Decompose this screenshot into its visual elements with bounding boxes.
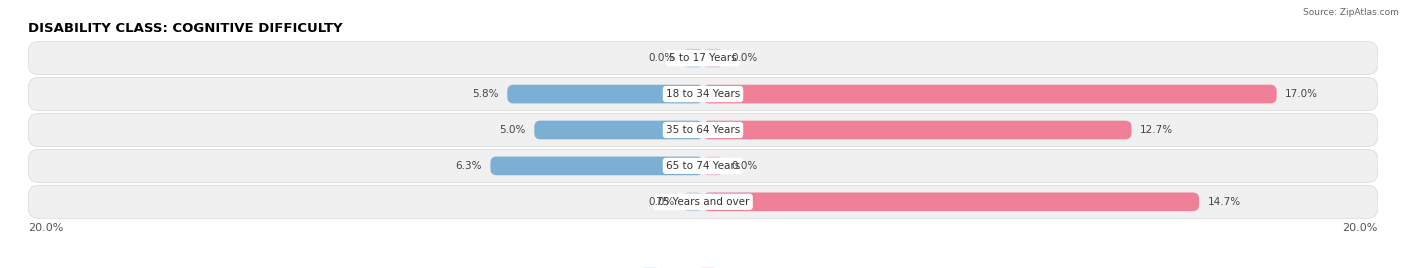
FancyBboxPatch shape — [703, 49, 723, 68]
FancyBboxPatch shape — [703, 121, 1132, 139]
FancyBboxPatch shape — [28, 42, 1378, 75]
Legend: Male, Female: Male, Female — [638, 263, 768, 268]
Text: 0.0%: 0.0% — [648, 197, 675, 207]
Text: Source: ZipAtlas.com: Source: ZipAtlas.com — [1303, 8, 1399, 17]
FancyBboxPatch shape — [28, 149, 1378, 183]
Text: 12.7%: 12.7% — [1140, 125, 1173, 135]
Text: 18 to 34 Years: 18 to 34 Years — [666, 89, 740, 99]
FancyBboxPatch shape — [683, 192, 703, 211]
FancyBboxPatch shape — [28, 185, 1378, 218]
Text: 20.0%: 20.0% — [1343, 223, 1378, 233]
Text: 0.0%: 0.0% — [731, 161, 758, 171]
FancyBboxPatch shape — [508, 85, 703, 103]
FancyBboxPatch shape — [683, 49, 703, 68]
Text: 0.0%: 0.0% — [648, 53, 675, 63]
Text: 65 to 74 Years: 65 to 74 Years — [666, 161, 740, 171]
Text: 5.0%: 5.0% — [499, 125, 526, 135]
Text: 35 to 64 Years: 35 to 64 Years — [666, 125, 740, 135]
Text: 20.0%: 20.0% — [28, 223, 63, 233]
Text: DISABILITY CLASS: COGNITIVE DIFFICULTY: DISABILITY CLASS: COGNITIVE DIFFICULTY — [28, 22, 343, 35]
Text: 6.3%: 6.3% — [456, 161, 482, 171]
Text: 5.8%: 5.8% — [472, 89, 499, 99]
Text: 0.0%: 0.0% — [731, 53, 758, 63]
FancyBboxPatch shape — [703, 85, 1277, 103]
FancyBboxPatch shape — [491, 157, 703, 175]
Text: 75 Years and over: 75 Years and over — [657, 197, 749, 207]
FancyBboxPatch shape — [28, 113, 1378, 147]
Text: 5 to 17 Years: 5 to 17 Years — [669, 53, 737, 63]
FancyBboxPatch shape — [534, 121, 703, 139]
FancyBboxPatch shape — [703, 157, 723, 175]
FancyBboxPatch shape — [28, 77, 1378, 111]
Text: 17.0%: 17.0% — [1285, 89, 1317, 99]
Text: 14.7%: 14.7% — [1208, 197, 1240, 207]
FancyBboxPatch shape — [703, 192, 1199, 211]
